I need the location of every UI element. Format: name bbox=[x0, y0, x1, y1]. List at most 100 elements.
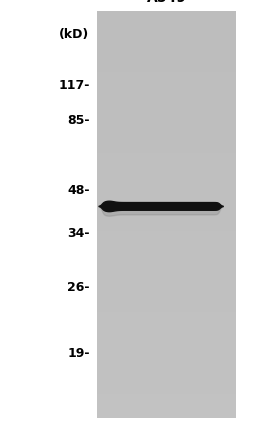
Bar bbox=[97, 300, 236, 304]
Bar bbox=[97, 406, 236, 410]
Bar bbox=[97, 402, 236, 406]
Bar bbox=[97, 382, 236, 386]
Bar bbox=[97, 51, 236, 56]
Bar bbox=[97, 206, 236, 211]
Bar bbox=[97, 129, 236, 133]
Bar bbox=[97, 19, 236, 23]
Bar bbox=[97, 141, 236, 145]
Bar bbox=[97, 97, 236, 100]
Bar bbox=[97, 304, 236, 308]
Bar bbox=[97, 202, 236, 206]
Bar bbox=[97, 198, 236, 202]
Bar bbox=[97, 219, 236, 223]
Bar bbox=[97, 27, 236, 31]
Bar bbox=[97, 92, 236, 97]
Bar bbox=[97, 341, 236, 345]
Bar bbox=[97, 194, 236, 198]
Bar bbox=[97, 366, 236, 369]
Bar bbox=[97, 137, 236, 141]
Bar bbox=[97, 345, 236, 349]
Bar bbox=[97, 72, 236, 76]
Bar bbox=[97, 223, 236, 227]
Bar bbox=[97, 263, 236, 268]
Bar bbox=[97, 11, 236, 418]
Bar bbox=[97, 320, 236, 324]
Bar bbox=[97, 100, 236, 105]
Bar bbox=[97, 398, 236, 402]
Bar bbox=[97, 64, 236, 68]
Bar bbox=[97, 386, 236, 390]
Bar bbox=[97, 296, 236, 300]
Bar bbox=[97, 174, 236, 178]
Bar bbox=[97, 268, 236, 272]
Bar bbox=[97, 88, 236, 92]
Bar bbox=[97, 105, 236, 109]
Text: 19-: 19- bbox=[67, 347, 90, 360]
Bar bbox=[97, 117, 236, 121]
Bar bbox=[97, 410, 236, 414]
Bar bbox=[97, 275, 236, 280]
Bar bbox=[97, 337, 236, 341]
Bar bbox=[97, 227, 236, 231]
Bar bbox=[97, 239, 236, 243]
Bar bbox=[97, 149, 236, 154]
Bar bbox=[97, 84, 236, 88]
Bar bbox=[97, 394, 236, 398]
Text: A549: A549 bbox=[146, 0, 186, 5]
Bar bbox=[97, 243, 236, 247]
Bar bbox=[97, 35, 236, 39]
Bar bbox=[97, 48, 236, 51]
Bar bbox=[97, 39, 236, 43]
Bar bbox=[97, 414, 236, 418]
Bar bbox=[97, 333, 236, 337]
Bar bbox=[97, 251, 236, 255]
Bar bbox=[97, 272, 236, 275]
Bar bbox=[97, 292, 236, 296]
Bar bbox=[97, 324, 236, 329]
Text: 117-: 117- bbox=[58, 79, 90, 92]
Bar bbox=[97, 125, 236, 129]
Bar bbox=[97, 369, 236, 373]
Bar bbox=[97, 373, 236, 378]
Text: (kD): (kD) bbox=[59, 28, 90, 41]
Bar bbox=[97, 157, 236, 162]
Bar bbox=[97, 76, 236, 80]
Bar bbox=[97, 357, 236, 361]
Bar bbox=[97, 308, 236, 312]
Bar bbox=[97, 211, 236, 214]
Bar bbox=[97, 80, 236, 84]
Bar bbox=[97, 280, 236, 284]
Bar bbox=[97, 235, 236, 239]
Bar bbox=[97, 133, 236, 137]
Bar bbox=[97, 247, 236, 251]
Bar bbox=[97, 166, 236, 169]
Bar bbox=[97, 43, 236, 48]
Bar bbox=[97, 255, 236, 259]
Bar bbox=[97, 312, 236, 317]
Bar bbox=[97, 284, 236, 288]
Bar bbox=[97, 182, 236, 186]
Bar bbox=[97, 317, 236, 320]
Bar bbox=[97, 170, 236, 174]
Bar bbox=[97, 178, 236, 182]
Text: 26-: 26- bbox=[67, 281, 90, 294]
Bar bbox=[97, 121, 236, 125]
Bar bbox=[97, 109, 236, 113]
Bar bbox=[97, 288, 236, 292]
Bar bbox=[97, 113, 236, 117]
Bar bbox=[97, 15, 236, 19]
Bar bbox=[97, 186, 236, 190]
Bar bbox=[97, 162, 236, 166]
Bar bbox=[97, 353, 236, 357]
Bar bbox=[97, 60, 236, 63]
Bar bbox=[97, 154, 236, 157]
Bar bbox=[97, 378, 236, 382]
Bar bbox=[97, 11, 236, 15]
Text: 48-: 48- bbox=[67, 184, 90, 197]
Bar bbox=[97, 390, 236, 394]
Text: 34-: 34- bbox=[67, 227, 90, 240]
Bar bbox=[97, 56, 236, 60]
Bar bbox=[97, 259, 236, 263]
Bar bbox=[97, 361, 236, 366]
Bar bbox=[97, 214, 236, 219]
